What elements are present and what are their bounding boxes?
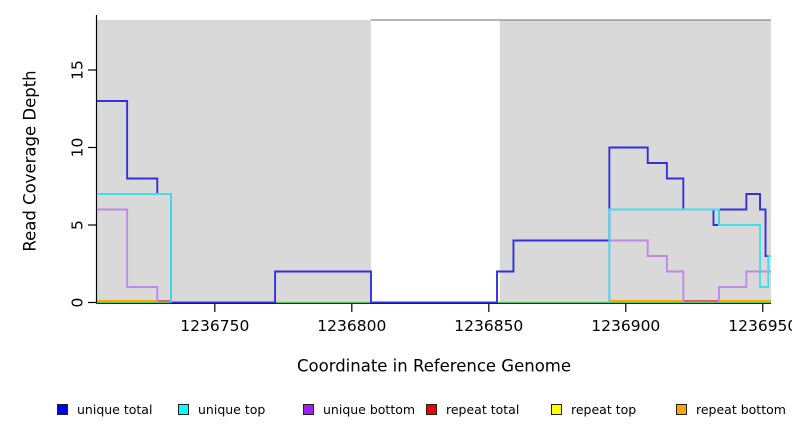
series-unique-bottom-line (608, 239, 685, 303)
coverage-gap-band (370, 20, 500, 303)
y-tick-label: 0 (69, 298, 87, 308)
y-tick-label: 5 (69, 220, 87, 230)
x-tick-label: 1236900 (591, 317, 660, 335)
y-axis-title: Read Coverage Depth (20, 70, 40, 252)
series-unique-bottom-line (717, 270, 771, 303)
series-unique-top-line (608, 208, 771, 303)
series-unique-bottom-line (97, 208, 159, 303)
x-tick-label: 1236750 (180, 317, 249, 335)
x-tick-label: 1236850 (454, 317, 523, 335)
y-tick-label: 15 (69, 60, 87, 80)
x-axis-title: Coordinate in Reference Genome (296, 356, 572, 376)
x-tick-label: 1236950 (728, 317, 792, 335)
series-unique-top-line (97, 193, 172, 303)
y-tick-label: 10 (69, 138, 87, 158)
x-tick-label: 1236800 (317, 317, 386, 335)
